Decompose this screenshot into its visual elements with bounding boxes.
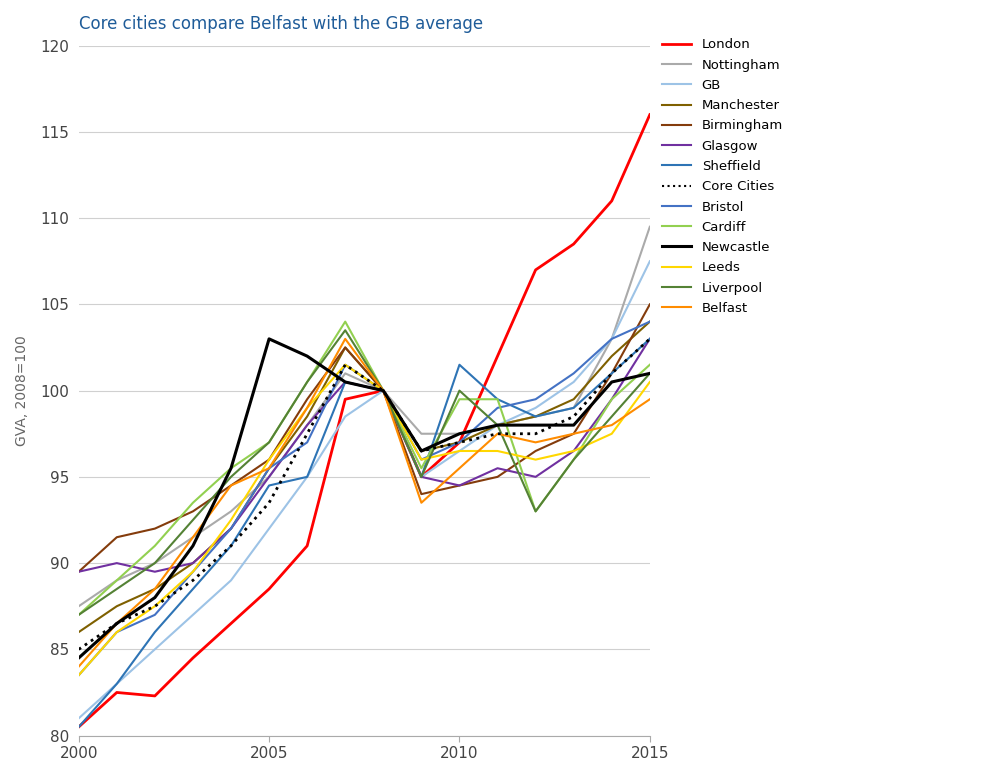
Legend: London, Nottingham, GB, Manchester, Birmingham, Glasgow, Sheffield, Core Cities,: London, Nottingham, GB, Manchester, Birm… [662,39,783,315]
Text: Core cities compare Belfast with the GB average: Core cities compare Belfast with the GB … [79,15,483,33]
Y-axis label: GVA, 2008=100: GVA, 2008=100 [15,335,29,446]
